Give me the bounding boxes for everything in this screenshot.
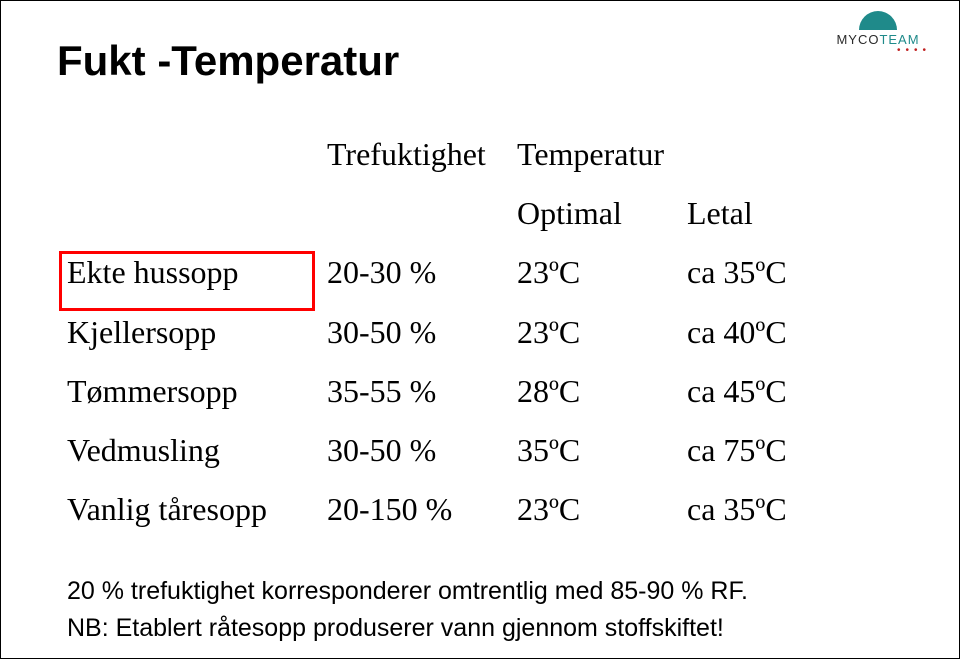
cell-opt: 23ºC: [517, 243, 687, 302]
footnotes: 20 % trefuktighet korresponderer omtrent…: [67, 573, 903, 646]
cell-let: ca 35ºC: [687, 243, 847, 302]
table-row: Tømmersopp 35-55 % 28ºC ca 45ºC: [67, 362, 903, 421]
table-header-row-2: Optimal Letal: [67, 184, 903, 243]
header-temperatur: Temperatur: [517, 125, 847, 184]
cell-opt: 23ºC: [517, 480, 687, 539]
table-header-row-1: Trefuktighet Temperatur: [67, 125, 903, 184]
cell-opt: 23ºC: [517, 303, 687, 362]
cell-opt: 28ºC: [517, 362, 687, 421]
brand-logo: MYCOTEAM ••••: [823, 11, 933, 61]
cell-name: Tømmersopp: [67, 362, 327, 421]
cell-tref: 20-150 %: [327, 480, 517, 539]
footnote-line-2: NB: Etablert råtesopp produserer vann gj…: [67, 610, 903, 646]
page-title: Fukt -Temperatur: [57, 37, 903, 85]
cell-let: ca 40ºC: [687, 303, 847, 362]
subheader-letal: Letal: [687, 184, 847, 243]
cell-let: ca 35ºC: [687, 480, 847, 539]
cell-name: Kjellersopp: [67, 303, 327, 362]
table-row: Vedmusling 30-50 % 35ºC ca 75ºC: [67, 421, 903, 480]
cell-tref: 30-50 %: [327, 303, 517, 362]
table-row: Vanlig tåresopp 20-150 % 23ºC ca 35ºC: [67, 480, 903, 539]
logo-arc-icon: [859, 11, 897, 30]
header-trefuktighet: Trefuktighet: [327, 125, 517, 184]
subheader-optimal: Optimal: [517, 184, 687, 243]
data-table: Trefuktighet Temperatur Optimal Letal Ek…: [67, 125, 903, 539]
cell-let: ca 75ºC: [687, 421, 847, 480]
footnote-line-1: 20 % trefuktighet korresponderer omtrent…: [67, 573, 903, 609]
cell-name: Ekte hussopp: [67, 243, 327, 302]
cell-tref: 30-50 %: [327, 421, 517, 480]
table-row: Kjellersopp 30-50 % 23ºC ca 40ºC: [67, 303, 903, 362]
slide: MYCOTEAM •••• Fukt -Temperatur Trefuktig…: [0, 0, 960, 659]
cell-name: Vanlig tåresopp: [67, 480, 327, 539]
cell-tref: 20-30 %: [327, 243, 517, 302]
cell-name: Vedmusling: [67, 421, 327, 480]
cell-opt: 35ºC: [517, 421, 687, 480]
logo-word-a: MYCO: [836, 32, 879, 47]
cell-tref: 35-55 %: [327, 362, 517, 421]
cell-let: ca 45ºC: [687, 362, 847, 421]
table-row: Ekte hussopp 20-30 % 23ºC ca 35ºC: [67, 243, 903, 302]
